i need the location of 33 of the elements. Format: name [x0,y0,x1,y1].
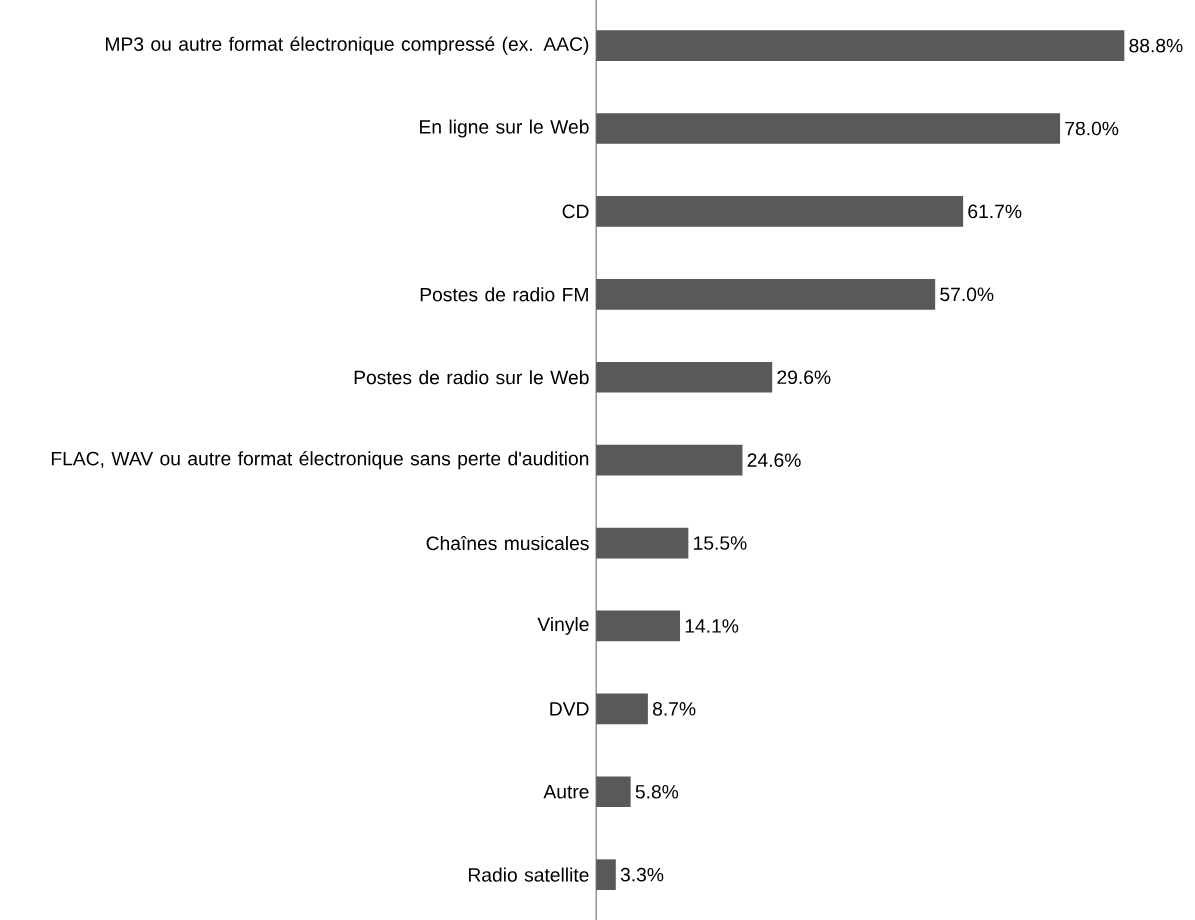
bar [596,278,936,310]
data-label: 57.0% [940,287,994,302]
y-tick-label: Postes de radio sur le Web [354,370,589,385]
data-label: 61.7% [968,204,1022,219]
data-label: 5.8% [635,784,679,799]
bar [596,195,964,227]
data-label: 29.6% [777,370,831,384]
data-label: 14.1% [685,619,739,633]
bar [596,527,689,559]
data-label: 88.8% [1129,38,1183,53]
y-tick-label: FLAC, WAV ou autre format électronique sans perte d'audition [51,450,589,470]
bar [596,776,631,807]
y-tick-label: En ligne sur le Web [420,119,589,138]
y-tick-label: MP3 ou autre format électronique compressé (ex. AAC) [105,36,589,55]
y-tick-label: Postes de radio FM [420,287,588,302]
y-tick-label: Radio satellite [468,867,589,882]
bar [596,361,773,393]
y-tick-label: Vinyle [537,616,589,635]
bar [596,113,1061,144]
data-label: 8.7% [652,701,696,716]
bar [596,610,681,642]
bar [596,444,743,476]
data-label: 24.6% [747,453,801,467]
data-label: 15.5% [694,536,747,550]
bar [596,30,1125,61]
bar [596,693,648,725]
data-label: 3.3% [620,867,664,882]
y-tick-label: CD [562,204,589,219]
bar [596,859,616,890]
y-tick-label: DVD [550,702,589,716]
y-tick-label: Chaînes musicales [426,535,589,551]
y-tick-label: Autre [543,784,589,799]
data-label: 78.0% [1065,121,1119,136]
